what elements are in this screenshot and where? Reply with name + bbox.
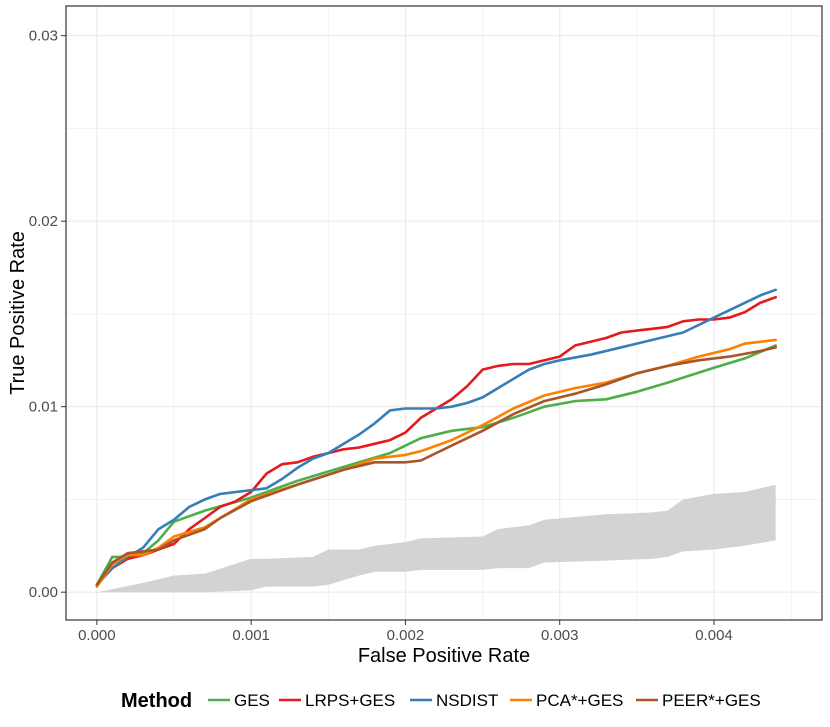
series-line-peer-ges: [95, 345, 778, 587]
x-tick-label: 0.000: [78, 627, 116, 644]
series-line-ges: [95, 344, 778, 587]
x-tick-label: 0.003: [541, 627, 579, 644]
axes: 0.000 0.001 0.002 0.003 0.004 0.00 0.01 0.02 0.0…: [29, 28, 733, 644]
x-axis-title: False Positive Rate: [358, 645, 530, 667]
legend-label: NSDIST: [436, 691, 498, 710]
y-axis-title: True Positive Rate: [7, 231, 29, 395]
series-line-nsdist: [95, 288, 778, 587]
legend-label: GES: [234, 691, 270, 710]
y-tick-label: 0.01: [29, 399, 58, 416]
panel-border: [65, 5, 823, 621]
series-line-pca-ges: [95, 338, 778, 588]
y-tick-label: 0.03: [29, 28, 58, 45]
legend-title: Method: [121, 690, 192, 712]
series-line-lrps-ges: [95, 295, 778, 587]
x-tick-label: 0.001: [232, 627, 270, 644]
x-tick-label: 0.002: [387, 627, 425, 644]
legend-label: LRPS+GES: [305, 691, 395, 710]
null-band: [96, 484, 776, 593]
y-tick-label: 0.02: [29, 213, 58, 230]
null-band-layer: [96, 484, 776, 593]
legend-label: PCA*+GES: [536, 691, 623, 710]
legend: Method GES LRPS+GES NSDIST PCA*+GES PEER*+GE…: [121, 690, 761, 712]
y-tick-label: 0.00: [29, 584, 58, 601]
x-tick-label: 0.004: [695, 627, 733, 644]
legend-label: PEER*+GES: [662, 691, 761, 710]
series-layer: [95, 288, 778, 588]
